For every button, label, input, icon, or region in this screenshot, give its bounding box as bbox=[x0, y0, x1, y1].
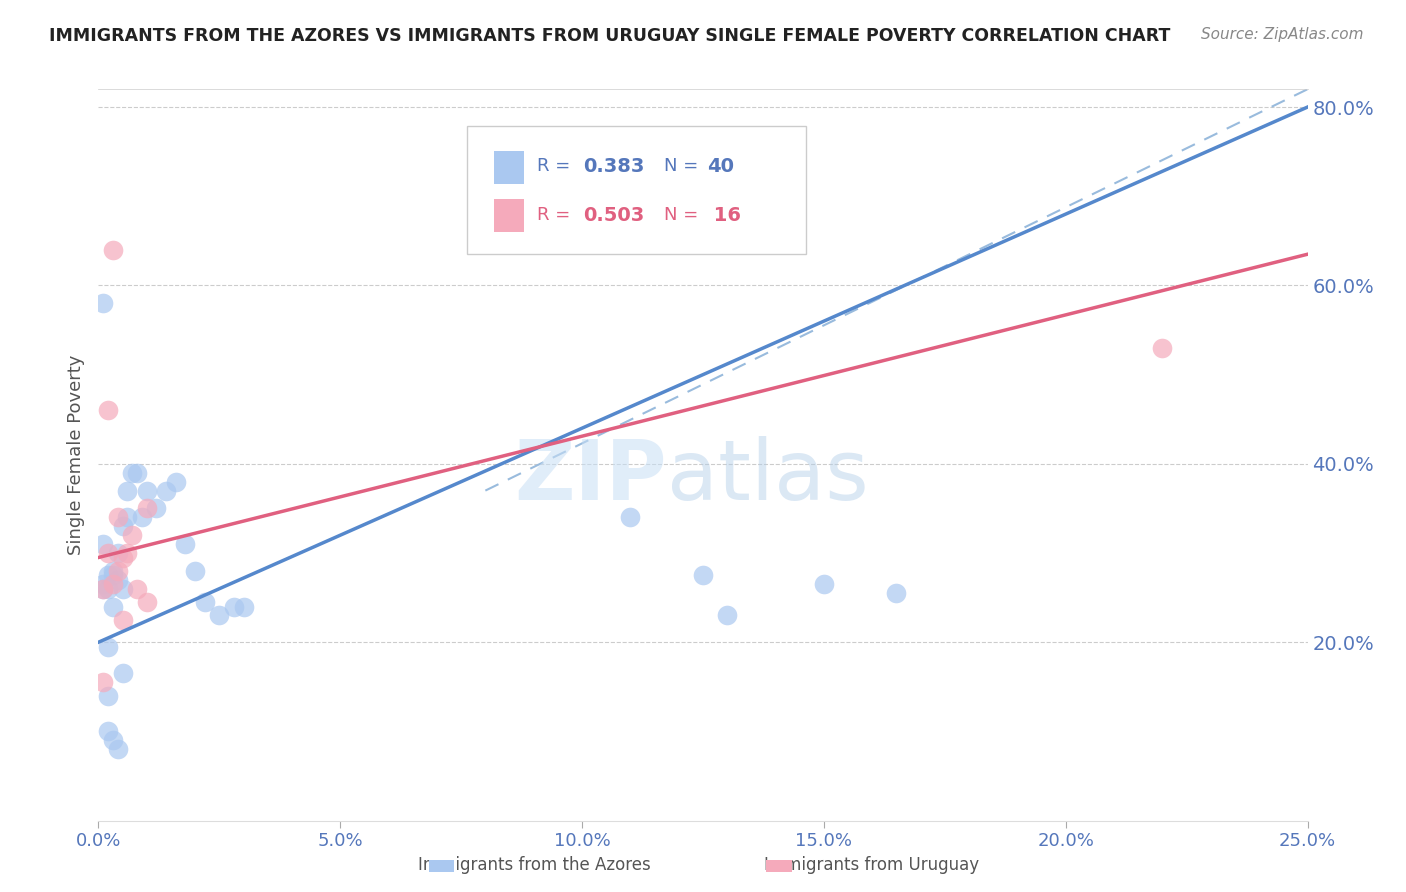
Point bbox=[184, 564, 207, 578]
Point bbox=[127, 582, 149, 596]
Text: Immigrants from the Azores: Immigrants from the Azores bbox=[418, 856, 651, 874]
FancyBboxPatch shape bbox=[467, 126, 806, 253]
Point bbox=[97, 640, 120, 654]
Point bbox=[692, 568, 714, 582]
Point bbox=[740, 189, 762, 203]
Point bbox=[135, 595, 157, 609]
Point bbox=[111, 550, 134, 565]
Point bbox=[174, 537, 197, 551]
Point bbox=[1152, 341, 1174, 355]
Point bbox=[97, 724, 120, 739]
Point bbox=[107, 742, 129, 756]
Text: 16: 16 bbox=[707, 205, 741, 225]
Text: atlas: atlas bbox=[666, 436, 869, 517]
Point bbox=[107, 573, 129, 587]
Point bbox=[91, 582, 114, 596]
Point bbox=[716, 608, 738, 623]
Point bbox=[107, 510, 129, 524]
Point bbox=[165, 475, 187, 489]
Text: N =: N = bbox=[664, 157, 704, 175]
Point bbox=[91, 675, 114, 690]
Point bbox=[222, 599, 245, 614]
Point bbox=[111, 666, 134, 681]
Point bbox=[111, 582, 134, 596]
Point bbox=[121, 466, 143, 480]
Point bbox=[232, 599, 254, 614]
Point bbox=[101, 733, 124, 747]
Point bbox=[127, 466, 149, 480]
Text: 0.383: 0.383 bbox=[583, 156, 645, 176]
Point bbox=[111, 613, 134, 627]
Text: N =: N = bbox=[664, 206, 704, 224]
Point bbox=[107, 546, 129, 560]
Point bbox=[97, 582, 120, 596]
Point bbox=[135, 501, 157, 516]
Point bbox=[91, 296, 114, 310]
Point bbox=[111, 519, 134, 533]
Point bbox=[813, 577, 835, 591]
Point bbox=[208, 608, 231, 623]
Point bbox=[101, 568, 124, 582]
Point bbox=[107, 564, 129, 578]
Text: 0.503: 0.503 bbox=[583, 205, 644, 225]
Point bbox=[135, 483, 157, 498]
Point bbox=[117, 483, 139, 498]
Bar bbox=[494, 152, 524, 185]
Point bbox=[101, 577, 124, 591]
Point bbox=[97, 568, 120, 582]
Point bbox=[121, 528, 143, 542]
Point bbox=[101, 599, 124, 614]
Y-axis label: Single Female Poverty: Single Female Poverty bbox=[66, 355, 84, 555]
Point bbox=[619, 510, 641, 524]
Text: R =: R = bbox=[537, 206, 576, 224]
Point bbox=[91, 537, 114, 551]
Point bbox=[91, 582, 114, 596]
Point bbox=[117, 510, 139, 524]
Point bbox=[97, 546, 120, 560]
Point bbox=[101, 243, 124, 257]
Point bbox=[101, 564, 124, 578]
Text: ZIP: ZIP bbox=[515, 436, 666, 517]
Point bbox=[117, 546, 139, 560]
Point bbox=[145, 501, 167, 516]
Text: Immigrants from Uruguay: Immigrants from Uruguay bbox=[763, 856, 980, 874]
Bar bbox=[494, 199, 524, 232]
Point bbox=[886, 586, 908, 600]
Point bbox=[131, 510, 153, 524]
Point bbox=[194, 595, 217, 609]
Point bbox=[97, 689, 120, 703]
Text: R =: R = bbox=[537, 157, 576, 175]
Point bbox=[97, 403, 120, 417]
Point bbox=[91, 577, 114, 591]
Text: 40: 40 bbox=[707, 156, 734, 176]
Point bbox=[155, 483, 177, 498]
Text: IMMIGRANTS FROM THE AZORES VS IMMIGRANTS FROM URUGUAY SINGLE FEMALE POVERTY CORR: IMMIGRANTS FROM THE AZORES VS IMMIGRANTS… bbox=[49, 27, 1171, 45]
Text: Source: ZipAtlas.com: Source: ZipAtlas.com bbox=[1201, 27, 1364, 42]
